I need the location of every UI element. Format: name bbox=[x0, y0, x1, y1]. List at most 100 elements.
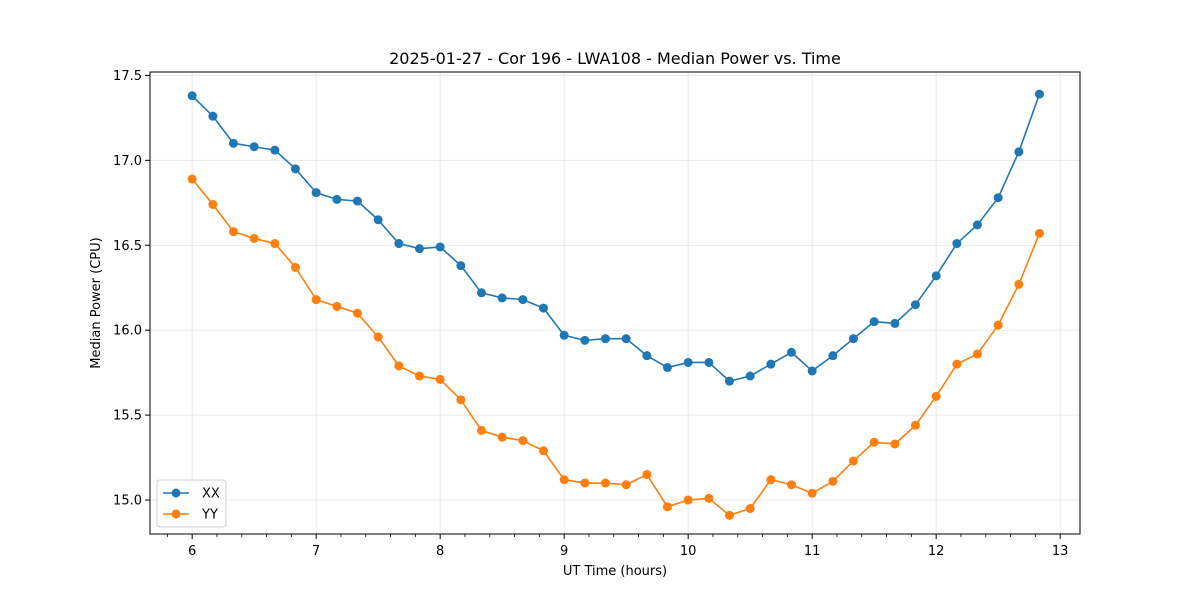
data-point-xx bbox=[704, 357, 714, 367]
data-point-yy bbox=[249, 233, 259, 243]
data-point-xx bbox=[890, 318, 900, 328]
data-point-yy bbox=[435, 374, 445, 384]
data-point-xx bbox=[414, 244, 424, 254]
plot-area bbox=[149, 71, 1081, 535]
data-point-xx bbox=[972, 220, 982, 230]
data-point-yy bbox=[621, 480, 631, 490]
data-point-yy bbox=[497, 432, 507, 442]
data-point-yy bbox=[1014, 279, 1024, 289]
y-tick-label: 16.5 bbox=[113, 239, 142, 254]
data-point-yy bbox=[352, 308, 362, 318]
data-point-xx bbox=[1034, 89, 1044, 99]
x-tick-label: 12 bbox=[928, 544, 945, 559]
data-point-xx bbox=[869, 317, 879, 327]
data-point-xx bbox=[642, 351, 652, 361]
data-point-xx bbox=[394, 239, 404, 249]
data-point-yy bbox=[952, 359, 962, 369]
data-point-yy bbox=[1034, 228, 1044, 238]
data-point-yy bbox=[538, 446, 548, 456]
data-point-yy bbox=[704, 493, 714, 503]
data-point-xx bbox=[228, 138, 238, 148]
data-point-xx bbox=[518, 295, 528, 305]
x-tick-label: 7 bbox=[312, 544, 320, 559]
data-point-xx bbox=[352, 196, 362, 206]
data-point-xx bbox=[187, 91, 197, 101]
data-point-yy bbox=[414, 371, 424, 381]
data-point-xx bbox=[249, 142, 259, 152]
data-point-xx bbox=[538, 303, 548, 313]
x-tick-label: 13 bbox=[1052, 544, 1069, 559]
data-point-xx bbox=[270, 145, 280, 155]
y-tick-label: 15.0 bbox=[113, 494, 142, 509]
data-point-xx bbox=[993, 193, 1003, 203]
data-point-xx bbox=[332, 194, 342, 204]
data-point-xx bbox=[766, 359, 776, 369]
data-point-xx bbox=[848, 334, 858, 344]
y-tick-label: 16.0 bbox=[113, 324, 142, 339]
data-point-yy bbox=[683, 495, 693, 505]
data-point-xx bbox=[724, 376, 734, 386]
data-point-xx bbox=[683, 357, 693, 367]
y-tick-label: 17.5 bbox=[113, 69, 142, 84]
data-point-xx bbox=[373, 215, 383, 225]
x-tick-label: 11 bbox=[804, 544, 821, 559]
legend-yy-marker bbox=[171, 509, 181, 519]
y-tick-label: 15.5 bbox=[113, 409, 142, 424]
data-point-xx bbox=[290, 164, 300, 174]
data-point-yy bbox=[662, 502, 672, 512]
data-point-xx bbox=[1014, 147, 1024, 157]
data-point-yy bbox=[848, 456, 858, 466]
data-point-yy bbox=[270, 239, 280, 249]
data-point-xx bbox=[559, 330, 569, 340]
data-point-yy bbox=[311, 295, 321, 305]
data-point-xx bbox=[621, 334, 631, 344]
x-tick-label: 6 bbox=[188, 544, 196, 559]
x-axis-label: UT Time (hours) bbox=[563, 564, 667, 579]
data-point-xx bbox=[600, 334, 610, 344]
x-tick-label: 10 bbox=[680, 544, 697, 559]
legend-xx-marker bbox=[171, 488, 181, 498]
data-point-yy bbox=[828, 476, 838, 486]
data-point-yy bbox=[890, 439, 900, 449]
data-point-xx bbox=[745, 371, 755, 381]
data-point-yy bbox=[290, 262, 300, 272]
data-point-xx bbox=[580, 335, 590, 345]
data-point-yy bbox=[993, 320, 1003, 330]
data-point-xx bbox=[311, 188, 321, 198]
data-point-xx bbox=[476, 288, 486, 298]
data-point-yy bbox=[187, 174, 197, 184]
data-point-yy bbox=[373, 332, 383, 342]
data-point-yy bbox=[456, 395, 466, 405]
data-point-yy bbox=[786, 480, 796, 490]
data-point-xx bbox=[497, 293, 507, 303]
data-point-yy bbox=[228, 227, 238, 237]
data-point-yy bbox=[332, 301, 342, 311]
data-point-yy bbox=[869, 437, 879, 447]
data-point-xx bbox=[208, 111, 218, 121]
data-point-xx bbox=[807, 366, 817, 376]
data-point-yy bbox=[807, 488, 817, 498]
grid bbox=[150, 72, 1080, 534]
data-point-xx bbox=[662, 363, 672, 373]
data-point-xx bbox=[786, 347, 796, 357]
x-tick-label: 8 bbox=[436, 544, 444, 559]
data-point-yy bbox=[476, 425, 486, 435]
y-tick-label: 17.0 bbox=[113, 154, 142, 169]
data-point-yy bbox=[642, 470, 652, 480]
data-point-yy bbox=[910, 420, 920, 430]
legend: XX YY bbox=[156, 479, 227, 528]
data-point-yy bbox=[745, 504, 755, 514]
data-point-yy bbox=[559, 475, 569, 485]
axes-ticks: 6 7 8 9 10 11 12 13 15.0 15.5 16.0 16.5 17.0 17.5 bbox=[113, 69, 1068, 559]
data-point-yy bbox=[724, 510, 734, 520]
legend-yy-label: YY bbox=[201, 508, 218, 523]
data-point-xx bbox=[435, 242, 445, 252]
data-point-yy bbox=[580, 478, 590, 488]
legend-xx-label: XX bbox=[202, 487, 220, 502]
data-point-yy bbox=[208, 199, 218, 209]
y-axis-label: Median Power (CPU) bbox=[89, 237, 104, 368]
series bbox=[187, 89, 1044, 520]
data-point-yy bbox=[766, 475, 776, 485]
data-point-xx bbox=[828, 351, 838, 361]
